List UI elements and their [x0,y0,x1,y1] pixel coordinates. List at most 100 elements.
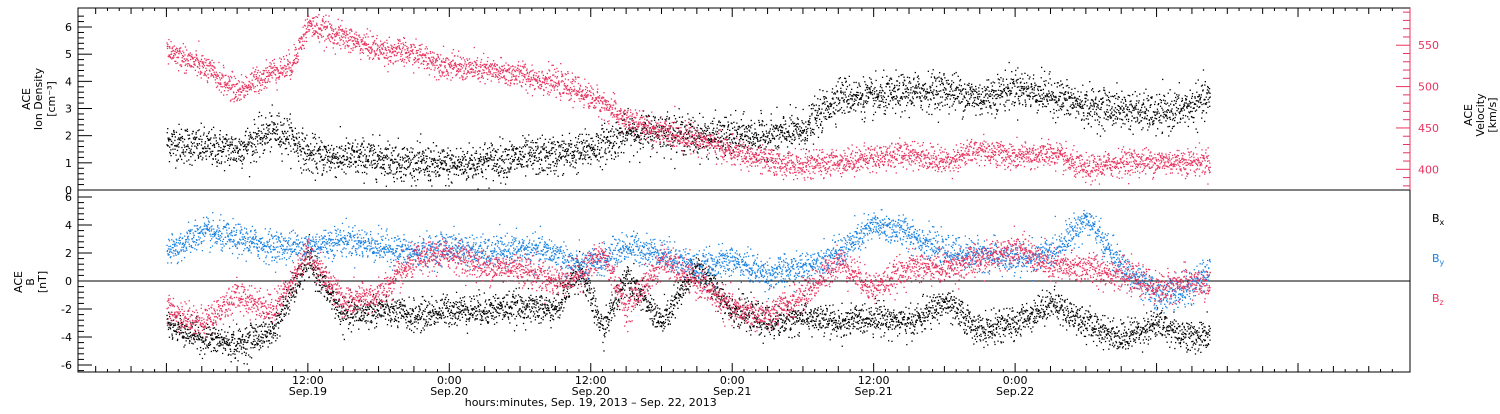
ion-density-point [538,160,539,161]
ion-density-point [756,134,757,135]
ion-density-point [1011,71,1012,72]
ion-density-point [1090,105,1091,106]
ion-density-point [217,150,218,151]
ion-density-point [255,132,256,133]
ion-density-point [317,168,318,169]
ion-density-point [1084,104,1085,105]
ion-density-point [201,139,202,140]
ion-density-point [861,97,862,98]
ion-density-point [345,149,346,150]
ion-density-point [1090,115,1091,116]
ion-density-point [721,136,722,137]
ion-density-point [968,85,969,86]
ion-density-point [204,146,205,147]
ion-density-point [1021,86,1022,87]
ion-density-point [773,126,774,127]
ion-density-point [1053,96,1054,97]
ion-density-point [1132,106,1133,107]
ion-density-point [871,82,872,83]
ion-density-point [555,170,556,171]
ion-density-point [706,131,707,132]
ion-density-point [1201,94,1202,95]
ion-density-point [530,142,531,143]
ion-density-point [1094,111,1095,112]
ion-density-point [384,157,385,158]
ion-density-point [365,161,366,162]
ion-density-point [938,104,939,105]
ion-density-point [467,151,468,152]
ion-density-point [319,137,320,138]
ion-density-point [583,154,584,155]
ion-density-point [792,143,793,144]
ion-density-point [809,116,810,117]
ion-density-point [1187,108,1188,109]
ion-density-point [933,69,934,70]
ion-density-point [832,99,833,100]
ion-density-point [683,136,684,137]
ion-density-point [778,130,779,131]
ion-density-point [975,91,976,92]
ion-density-point [311,171,312,172]
ion-density-point [428,175,429,176]
ion-density-point [1187,106,1188,107]
ion-density-point [430,166,431,167]
ion-density-point [1163,117,1164,118]
ion-density-point [1018,96,1019,97]
ion-density-point [891,79,892,80]
ion-density-point [568,143,569,144]
ion-density-point [545,158,546,159]
ion-density-point [783,116,784,117]
ion-density-point [867,101,868,102]
ion-density-point [990,105,991,106]
ion-density-point [804,143,805,144]
ion-density-point [1005,102,1006,103]
ion-density-point [1060,92,1061,93]
ion-density-point [965,105,966,106]
ion-density-point [426,158,427,159]
ion-density-point [854,101,855,102]
ion-density-point [720,122,721,123]
velocity-point [200,74,201,75]
ion-density-point [864,121,865,122]
ion-density-point [441,160,442,161]
ion-density-point [648,142,649,143]
ion-density-point [520,158,521,159]
ion-density-point [1065,98,1066,99]
ion-density-point [263,129,264,130]
ion-density-point [246,146,247,147]
ion-density-point [1167,103,1168,104]
ion-density-point [911,101,912,102]
ion-density-point [1207,107,1208,108]
ion-density-point [766,131,767,132]
ion-density-point [370,150,371,151]
ion-density-point [1201,118,1202,119]
velocity-point [213,75,214,76]
ion-density-point [1209,106,1210,107]
ion-density-point [398,153,399,154]
ion-density-point [406,161,407,162]
ion-density-point [1095,97,1096,98]
ion-density-point [796,132,797,133]
ion-density-point [262,144,263,145]
ion-density-point [708,126,709,127]
ion-density-point [591,144,592,145]
ion-density-point [1108,116,1109,117]
ion-density-point [1033,93,1034,94]
ion-density-point [625,135,626,136]
ion-density-point [202,157,203,158]
ion-density-point [202,159,203,160]
ion-density-point [242,155,243,156]
ion-density-point [697,152,698,153]
ion-density-point [1192,111,1193,112]
ion-density-point [383,155,384,156]
ion-density-point [1171,101,1172,102]
ion-density-point [260,143,261,144]
ion-density-point [540,152,541,153]
ion-density-point [1110,96,1111,97]
ion-density-point [447,170,448,171]
ion-density-point [305,153,306,154]
ion-density-point [961,94,962,95]
ion-density-point [878,95,879,96]
ion-density-point [823,113,824,114]
ion-density-point [1029,99,1030,100]
